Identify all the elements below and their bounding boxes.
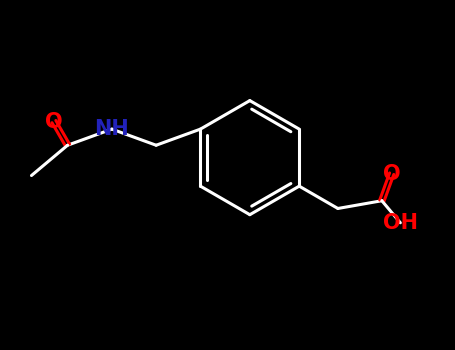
Text: O: O [45,112,63,132]
Text: NH: NH [95,119,129,139]
Text: OH: OH [383,213,418,233]
Text: O: O [383,164,400,184]
